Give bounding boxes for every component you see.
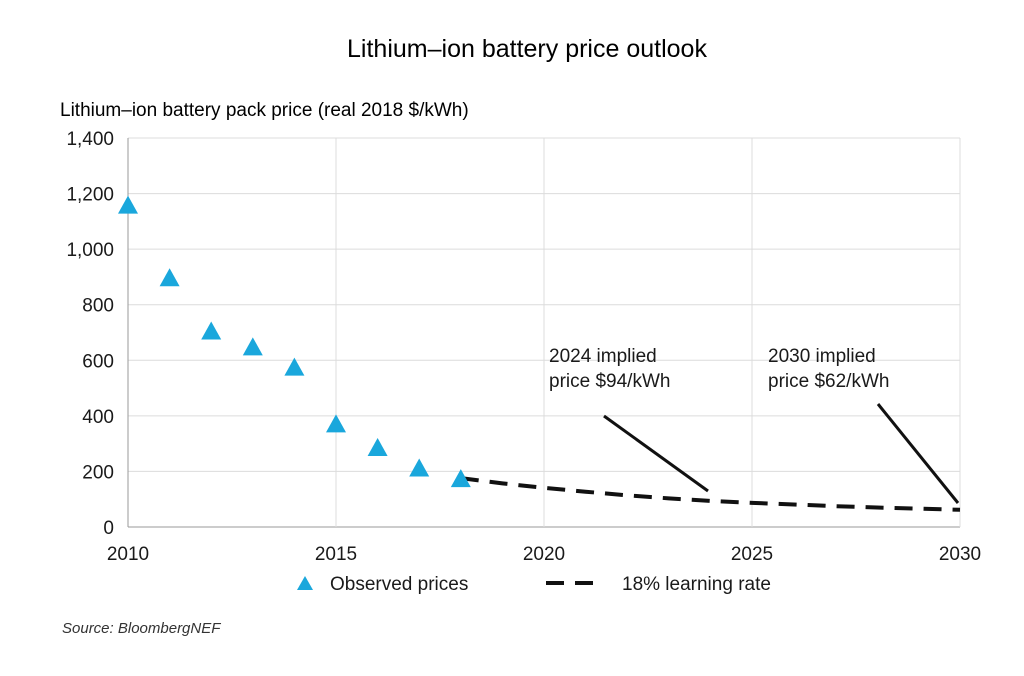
annotations: 2024 implied price $94/kWh 2030 implied pri…	[549, 346, 960, 504]
y-tick-label: 1,000	[66, 240, 114, 261]
annotation-text: price $62/kWh	[768, 371, 889, 392]
x-axis-ticks: 2010 2015 2020 2025 2030	[107, 544, 981, 565]
observed-price-marker	[118, 195, 138, 214]
annotation-text: 2024 implied	[549, 346, 657, 367]
x-tick-label: 2010	[107, 544, 149, 565]
y-tick-label: 1,200	[66, 185, 114, 206]
observed-price-marker	[326, 414, 346, 433]
x-tick-label: 2030	[939, 544, 981, 565]
chart-title: Lithium–ion battery price outlook	[347, 35, 707, 63]
annotation-pointer	[876, 403, 960, 504]
y-tick-label: 1,400	[66, 129, 114, 150]
y-tick-label: 600	[82, 351, 114, 372]
observed-price-marker	[450, 469, 471, 488]
legend-triangle-marker	[297, 576, 313, 590]
source-note: Source: BloombergNEF	[62, 620, 221, 637]
annotation-text: 2030 implied	[768, 346, 876, 367]
y-axis-label: Lithium–ion battery pack price (real 201…	[60, 100, 469, 121]
observed-price-marker	[284, 357, 305, 376]
x-tick-label: 2025	[731, 544, 773, 565]
legend-label-observed: Observed prices	[330, 574, 468, 595]
observed-price-marker	[409, 458, 430, 477]
observed-price-marker	[159, 268, 180, 287]
gridlines	[127, 137, 961, 528]
annotation-text: price $94/kWh	[549, 371, 670, 392]
legend-label-learning-rate: 18% learning rate	[622, 574, 771, 595]
y-tick-label: 200	[82, 462, 114, 483]
x-tick-label: 2020	[523, 544, 565, 565]
observed-price-marker	[242, 337, 263, 356]
annotation-pointer	[603, 414, 709, 493]
y-axis-ticks: 0 200 400 600 800 1,000 1,200 1,400	[66, 129, 114, 539]
y-tick-label: 400	[82, 407, 114, 428]
y-tick-label: 0	[103, 518, 114, 539]
y-tick-label: 800	[82, 296, 114, 317]
observed-price-points	[118, 195, 471, 488]
x-tick-label: 2015	[315, 544, 357, 565]
learning-rate-line	[460, 476, 961, 512]
learning-rate-dashed-line	[460, 476, 961, 512]
observed-price-marker	[201, 321, 222, 340]
observed-price-marker	[367, 437, 388, 456]
legend: Observed prices 18% learning rate	[297, 574, 771, 595]
